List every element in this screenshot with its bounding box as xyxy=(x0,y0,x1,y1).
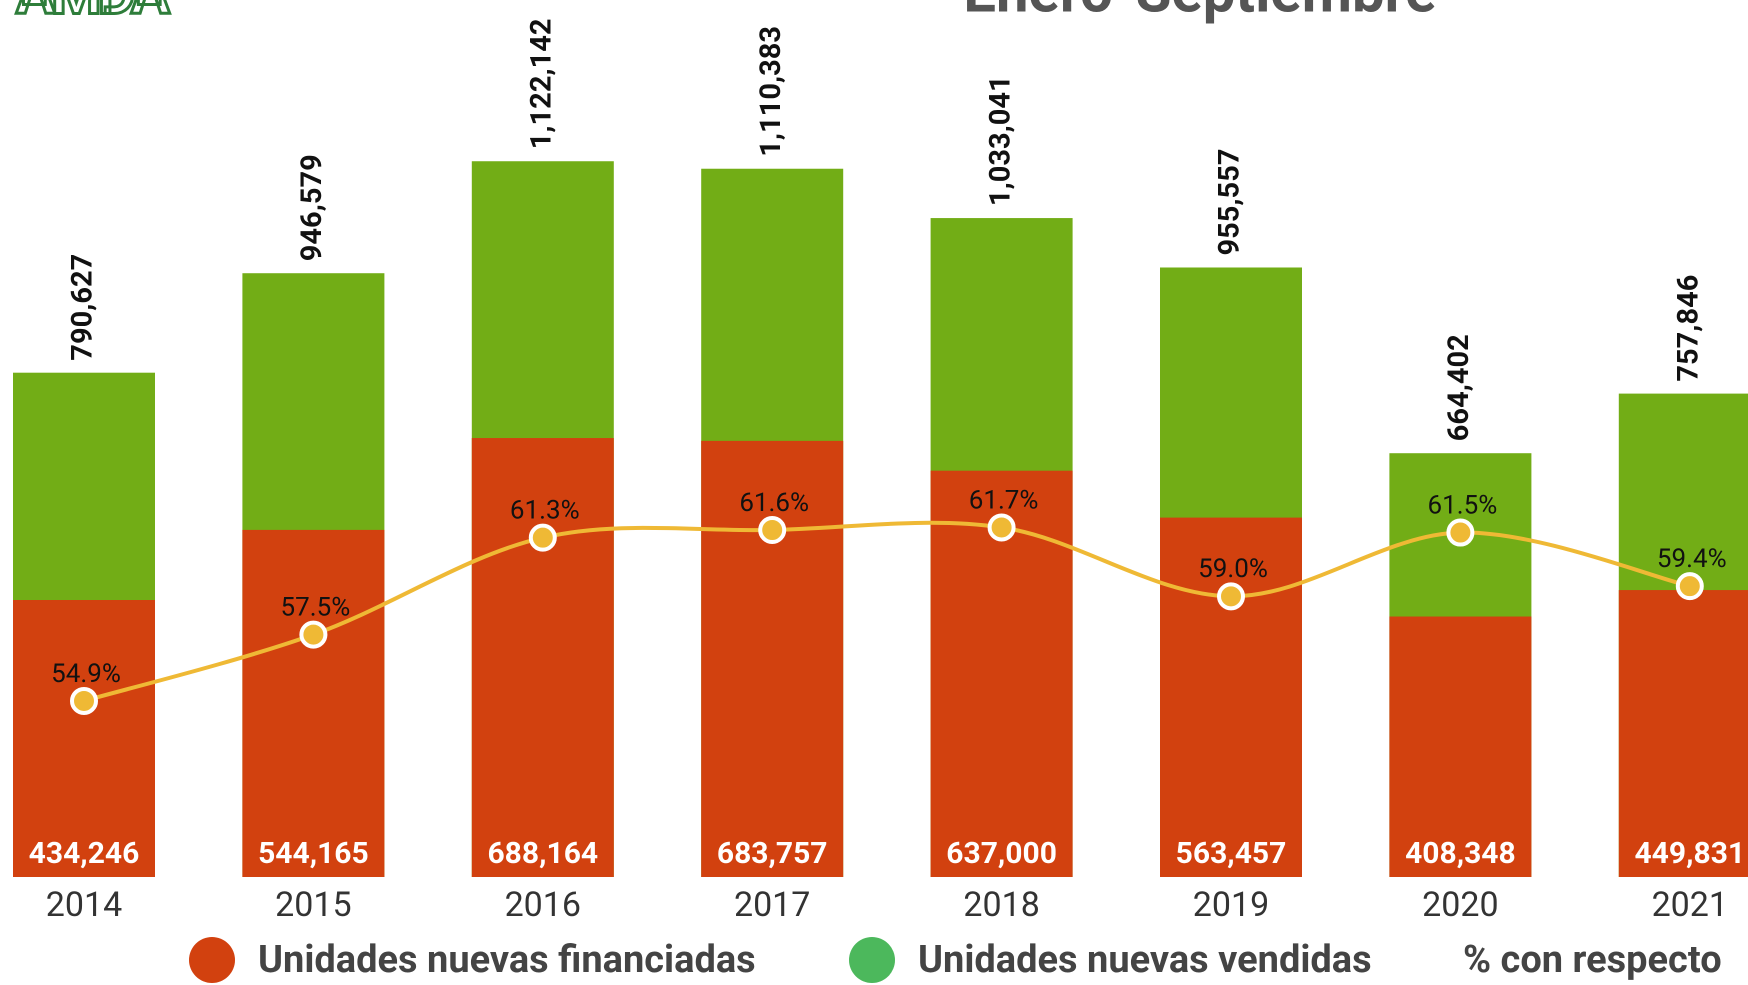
bar xyxy=(242,529,385,877)
line-marker xyxy=(70,686,98,715)
x-tick-label: 2019 xyxy=(1193,885,1269,925)
line-marker xyxy=(987,513,1016,542)
data-label: 544,165 xyxy=(258,836,369,871)
data-label: 955,557 xyxy=(1213,149,1247,256)
logo: AMDA xyxy=(16,0,170,28)
data-label: 637,000 xyxy=(946,836,1057,871)
data-label: 59.4% xyxy=(1657,544,1727,574)
data-label: 664,402 xyxy=(1442,334,1476,441)
data-label: 434,246 xyxy=(29,836,140,871)
x-tick-label: 2017 xyxy=(734,885,810,925)
line-marker xyxy=(1446,518,1475,547)
data-label: 683,757 xyxy=(717,836,828,871)
x-tick-label: 2014 xyxy=(46,885,122,925)
line-marker xyxy=(758,516,787,545)
bar xyxy=(1618,590,1748,877)
data-label: 408,348 xyxy=(1405,836,1516,871)
line-marker xyxy=(1675,572,1704,601)
line-marker xyxy=(1217,582,1245,611)
legend-marker xyxy=(189,937,235,983)
data-label: 61.3% xyxy=(510,496,580,526)
chart-title: Enero-Septiembre xyxy=(963,0,1436,26)
data-label: 1,110,383 xyxy=(754,26,788,157)
data-label: 61.6% xyxy=(739,488,809,518)
data-label: 57.5% xyxy=(281,592,351,622)
line-marker xyxy=(528,523,557,552)
data-label: 449,831 xyxy=(1634,836,1745,871)
legend-label: Unidades nuevas financiadas xyxy=(258,938,756,982)
data-label: 757,846 xyxy=(1671,275,1705,382)
legend-label: % con respecto xyxy=(1463,938,1722,982)
bar xyxy=(1389,616,1532,877)
data-label: 59.0% xyxy=(1198,554,1268,584)
data-label: 790,627 xyxy=(66,254,100,361)
line xyxy=(83,520,1691,703)
data-label: 61.7% xyxy=(969,485,1039,515)
bar xyxy=(1160,517,1302,877)
bar xyxy=(471,438,614,877)
data-label: 688,164 xyxy=(487,836,598,871)
x-tick-label: 2018 xyxy=(963,885,1039,925)
data-label: 563,457 xyxy=(1176,836,1287,871)
data-label: 1,122,142 xyxy=(524,18,558,149)
data-label: 54.9% xyxy=(51,659,121,689)
legend-label: Unidades nuevas vendidas xyxy=(918,938,1372,982)
data-label: 61.5% xyxy=(1428,490,1498,520)
bar xyxy=(701,440,844,877)
data-label: 1,033,041 xyxy=(983,75,1017,206)
bar xyxy=(13,600,155,877)
x-tick-label: 2016 xyxy=(505,885,581,925)
x-tick-label: 2015 xyxy=(275,885,351,925)
line-marker xyxy=(299,620,328,649)
data-label: 946,579 xyxy=(295,154,329,261)
x-tick-label: 2020 xyxy=(1422,885,1498,925)
legend-marker xyxy=(849,937,895,983)
x-tick-label: 2021 xyxy=(1652,885,1728,925)
